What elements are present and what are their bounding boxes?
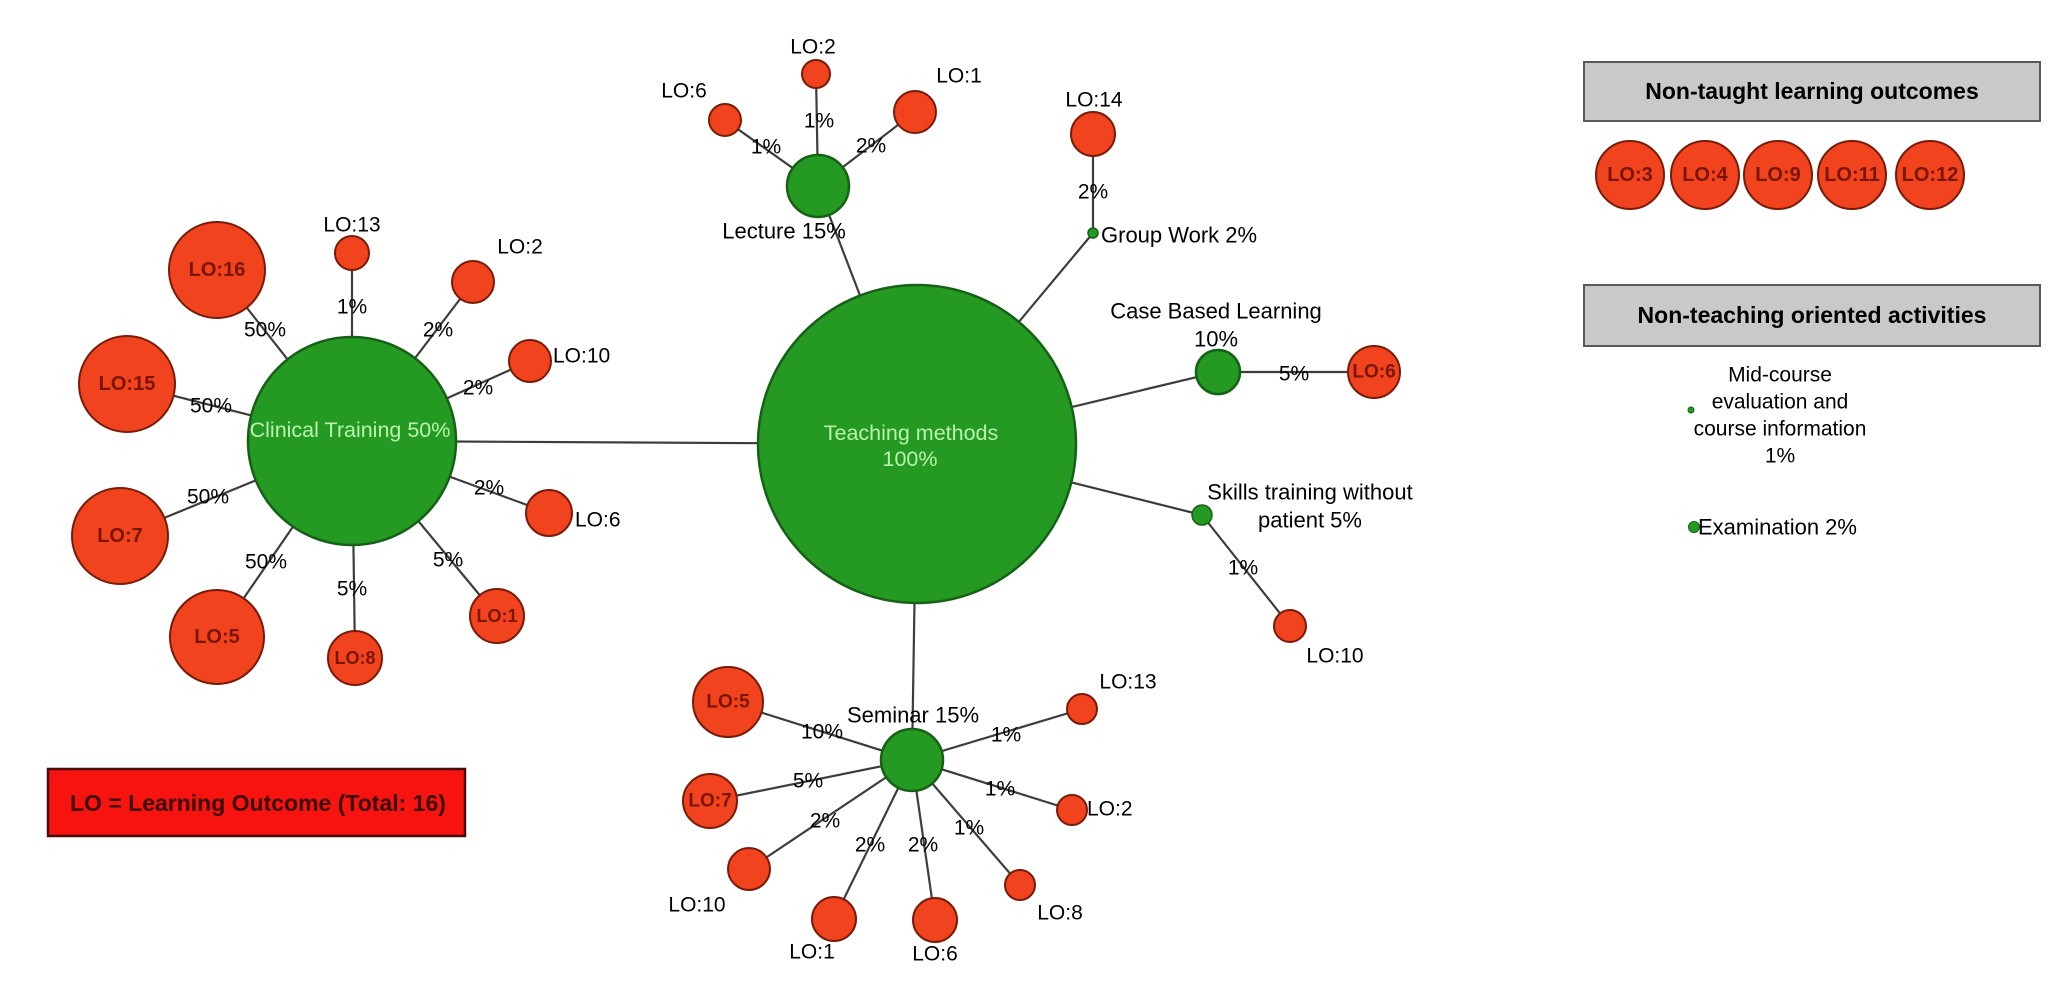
svg-text:50%: 50% <box>187 486 229 509</box>
svg-text:2%: 2% <box>474 477 504 500</box>
svg-text:Group Work 2%: Group Work 2% <box>1101 223 1257 248</box>
svg-text:LO:13: LO:13 <box>323 214 380 237</box>
svg-text:2%: 2% <box>908 834 938 857</box>
svg-text:2%: 2% <box>856 135 886 158</box>
svg-text:1%: 1% <box>954 817 984 840</box>
svg-text:2%: 2% <box>810 810 840 833</box>
svg-text:LO:2: LO:2 <box>790 36 836 59</box>
svg-text:LO:5: LO:5 <box>706 692 750 713</box>
svg-text:Non-taught learning outcomes: Non-taught learning outcomes <box>1645 78 1979 104</box>
svg-text:50%: 50% <box>190 395 232 418</box>
svg-text:LO:9: LO:9 <box>1755 164 1801 186</box>
svg-text:1%: 1% <box>985 778 1015 801</box>
svg-text:Teaching methods: Teaching methods <box>824 421 999 445</box>
svg-text:LO:15: LO:15 <box>99 373 156 395</box>
svg-text:1%: 1% <box>991 724 1021 747</box>
svg-text:LO:6: LO:6 <box>661 80 707 103</box>
svg-text:1%: 1% <box>337 296 367 319</box>
svg-text:50%: 50% <box>245 551 287 574</box>
svg-text:LO:14: LO:14 <box>1065 89 1123 112</box>
svg-text:LO:8: LO:8 <box>1037 902 1083 925</box>
svg-text:LO:10: LO:10 <box>668 894 725 917</box>
svg-text:Skills training without: Skills training without <box>1207 480 1412 505</box>
svg-text:LO:5: LO:5 <box>194 626 240 648</box>
svg-text:100%: 100% <box>883 447 938 471</box>
svg-text:LO:1: LO:1 <box>789 941 835 964</box>
svg-text:patient 5%: patient 5% <box>1258 508 1362 533</box>
svg-text:LO:7: LO:7 <box>97 525 143 547</box>
svg-text:LO:10: LO:10 <box>553 345 610 368</box>
svg-text:LO:2: LO:2 <box>497 236 543 259</box>
svg-text:2%: 2% <box>855 834 885 857</box>
svg-text:LO:1: LO:1 <box>476 606 517 626</box>
svg-text:LO:8: LO:8 <box>334 648 375 668</box>
svg-text:LO:6: LO:6 <box>575 509 621 532</box>
svg-text:Case Based Learning: Case Based Learning <box>1110 299 1322 324</box>
svg-text:5%: 5% <box>793 770 823 793</box>
svg-text:5%: 5% <box>1279 363 1309 386</box>
svg-text:LO:7: LO:7 <box>688 791 731 812</box>
svg-text:2%: 2% <box>463 377 493 400</box>
svg-text:1%: 1% <box>751 136 781 159</box>
svg-text:LO:3: LO:3 <box>1607 164 1653 186</box>
svg-text:LO:6: LO:6 <box>1352 362 1395 383</box>
svg-text:Examination 2%: Examination 2% <box>1698 515 1857 540</box>
svg-text:course information: course information <box>1694 418 1867 441</box>
svg-text:LO:10: LO:10 <box>1306 645 1363 668</box>
svg-text:1%: 1% <box>1228 557 1258 580</box>
svg-text:Seminar 15%: Seminar 15% <box>847 703 979 728</box>
svg-text:10%: 10% <box>1194 327 1238 352</box>
svg-text:1%: 1% <box>804 110 834 133</box>
svg-text:Mid-course: Mid-course <box>1728 364 1832 387</box>
svg-text:1%: 1% <box>1765 445 1795 468</box>
svg-text:evaluation and: evaluation and <box>1712 391 1849 414</box>
svg-text:Lecture 15%: Lecture 15% <box>722 219 846 244</box>
svg-text:10%: 10% <box>801 721 843 744</box>
svg-text:Non-teaching oriented activiti: Non-teaching oriented activities <box>1638 302 1987 328</box>
svg-text:LO:13: LO:13 <box>1099 671 1156 694</box>
svg-text:LO:12: LO:12 <box>1902 164 1959 186</box>
svg-text:5%: 5% <box>337 578 367 601</box>
svg-text:LO = Learning Outcome (Total:: LO = Learning Outcome (Total: 16) <box>70 790 446 816</box>
svg-text:LO:2: LO:2 <box>1087 798 1133 821</box>
svg-text:2%: 2% <box>423 319 453 342</box>
svg-text:LO:16: LO:16 <box>189 259 246 281</box>
svg-text:LO:1: LO:1 <box>936 65 982 88</box>
svg-text:Clinical Training 50%: Clinical Training 50% <box>250 418 451 442</box>
svg-text:2%: 2% <box>1078 181 1108 204</box>
svg-text:50%: 50% <box>244 319 286 342</box>
svg-text:LO:4: LO:4 <box>1682 164 1728 186</box>
svg-text:LO:6: LO:6 <box>912 943 958 966</box>
svg-text:LO:11: LO:11 <box>1824 164 1880 186</box>
svg-text:5%: 5% <box>433 549 463 572</box>
